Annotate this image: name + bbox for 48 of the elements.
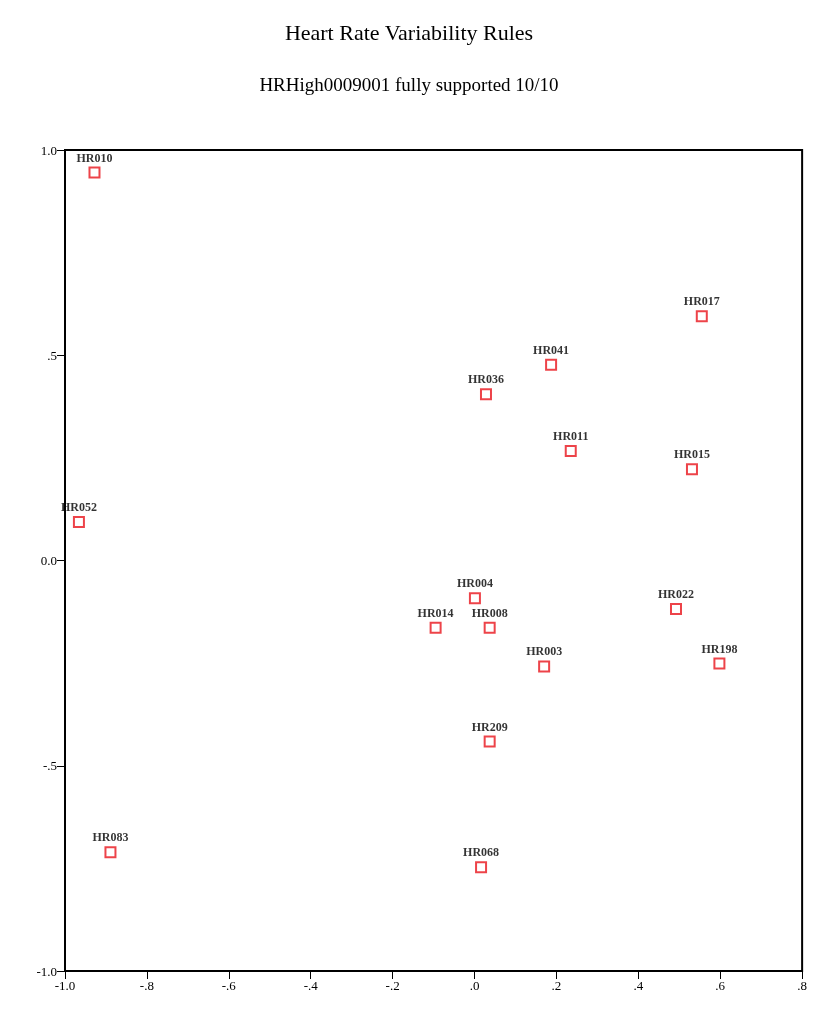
x-tick-label: -.6 <box>221 978 237 993</box>
x-tick-label: -.2 <box>385 978 400 993</box>
chart-title: Heart Rate Variability Rules <box>284 19 534 45</box>
x-tick-label: -.8 <box>139 978 154 993</box>
point <box>429 621 442 634</box>
data-label: HR010 <box>76 150 113 165</box>
point <box>538 660 551 673</box>
data-label: HR017 <box>683 294 720 309</box>
data-label: HR198 <box>701 641 738 656</box>
point <box>545 358 558 371</box>
y-tick-label: -1.0 <box>36 963 57 979</box>
data-label: HR014 <box>417 605 454 620</box>
y-tick-label: 0.0 <box>40 553 57 568</box>
data-label: HR036 <box>467 372 504 387</box>
y-tick-label: .5 <box>47 347 57 363</box>
point <box>685 463 698 476</box>
x-tick-label: -.4 <box>303 978 319 993</box>
x-tick-label: .4 <box>633 978 644 993</box>
x-tick-label: .0 <box>469 978 480 993</box>
point <box>468 592 481 605</box>
point <box>695 310 708 323</box>
point <box>483 621 496 634</box>
point <box>483 735 496 748</box>
data-label: HR209 <box>471 719 508 734</box>
data-label: HR083 <box>92 830 129 845</box>
data-label: HR003 <box>526 644 563 659</box>
data-label: HR068 <box>463 845 500 860</box>
x-tick-label: .8 <box>797 978 807 993</box>
x-tick-label: .6 <box>715 978 726 993</box>
y-tick-label: 1.0 <box>40 142 57 158</box>
point <box>669 602 682 615</box>
x-tick-label: -1.0 <box>54 978 76 993</box>
x-tick-label: .2 <box>551 978 562 993</box>
point <box>713 657 726 670</box>
data-label: HR015 <box>673 447 710 462</box>
point <box>479 388 492 401</box>
chart-subtitle: HRHigh0009001 fully supported 10/10 <box>259 74 559 95</box>
y-tick-label: -.5 <box>42 758 57 774</box>
data-label: HR004 <box>456 576 493 591</box>
data-label: HR011 <box>553 428 589 443</box>
point <box>72 515 85 528</box>
point <box>564 444 577 457</box>
point <box>104 846 117 859</box>
data-label: HR022 <box>657 586 694 601</box>
data-label: HR008 <box>471 605 508 620</box>
data-label: HR041 <box>533 342 570 357</box>
point <box>475 861 488 874</box>
point <box>88 166 101 179</box>
